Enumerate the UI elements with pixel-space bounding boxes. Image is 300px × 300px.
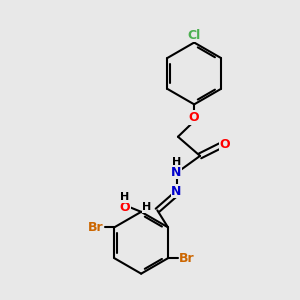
Text: H: H (120, 192, 130, 202)
Text: Br: Br (179, 252, 195, 265)
Text: H: H (172, 157, 181, 167)
Text: N: N (171, 185, 182, 198)
Text: N: N (171, 166, 182, 178)
Text: O: O (220, 138, 230, 151)
Text: H: H (142, 202, 152, 212)
Text: O: O (189, 111, 200, 124)
Text: Cl: Cl (188, 29, 201, 42)
Text: O: O (120, 201, 130, 214)
Text: Br: Br (87, 221, 103, 234)
